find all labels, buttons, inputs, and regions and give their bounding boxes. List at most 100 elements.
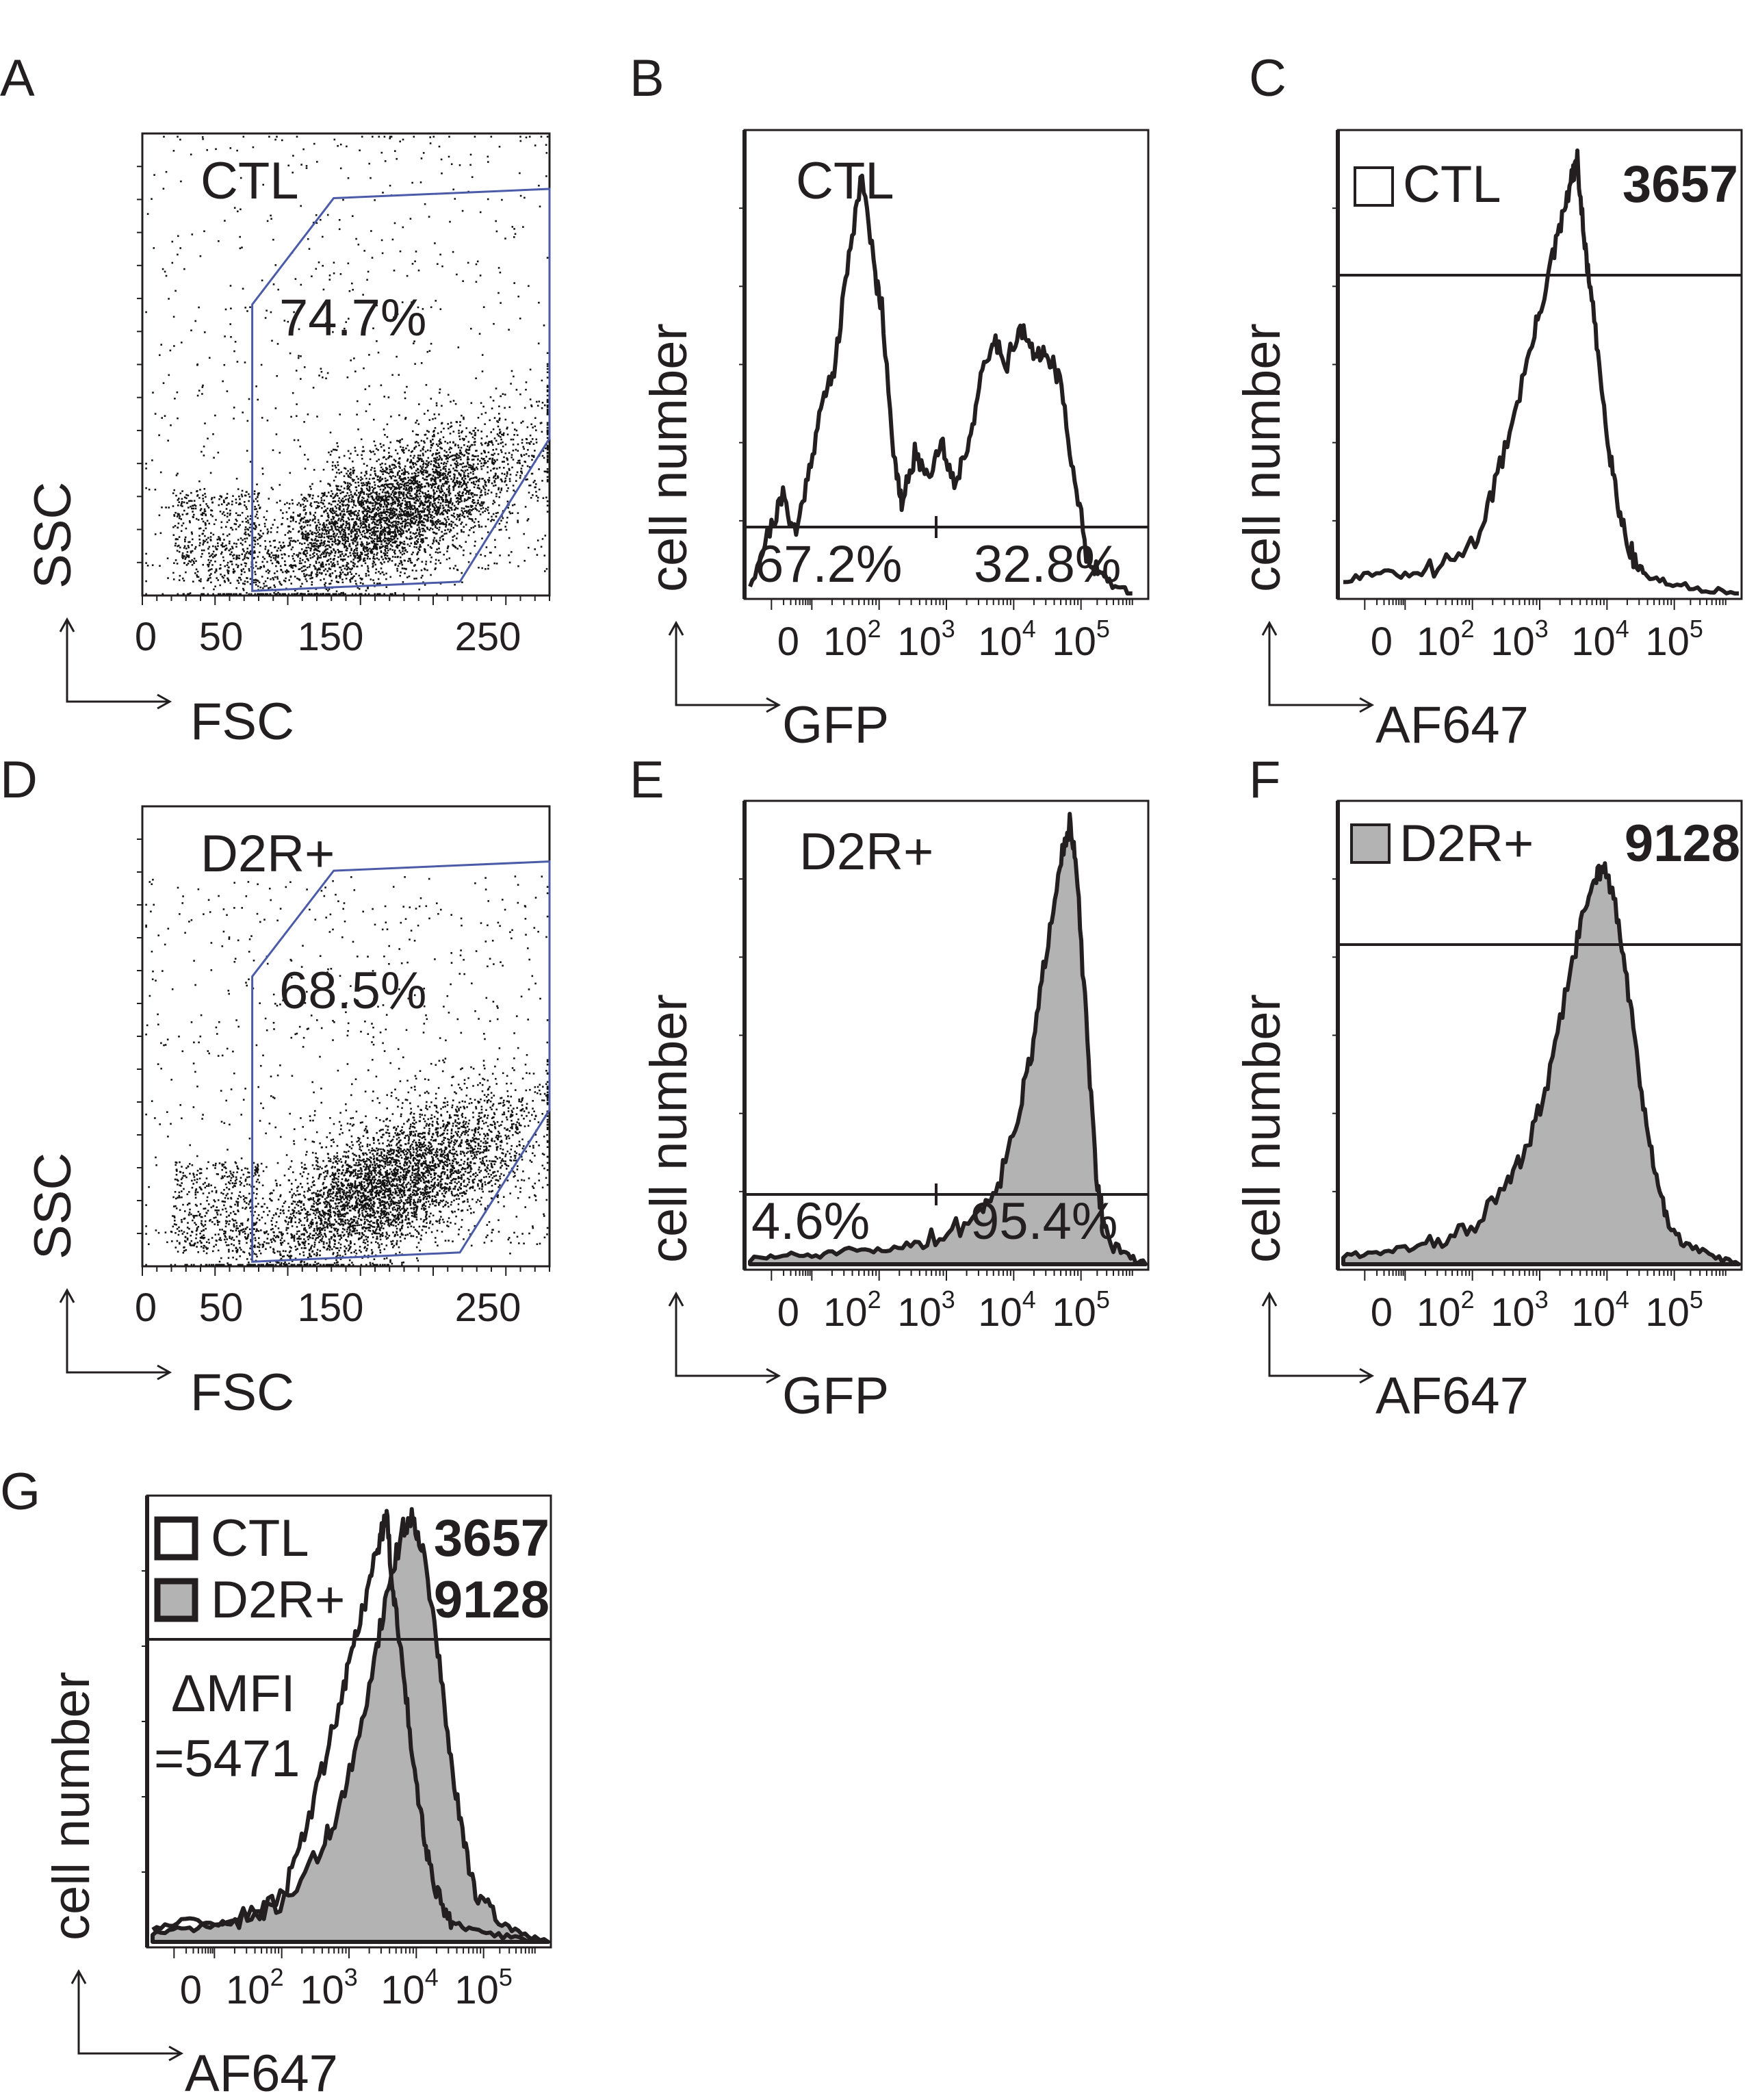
scatter-point [526, 465, 529, 468]
scatter-point [351, 511, 354, 513]
scatter-point [406, 495, 408, 498]
scatter-point [469, 164, 471, 166]
scatter-point [511, 422, 514, 424]
scatter-point [257, 533, 260, 535]
scatter-point [367, 537, 370, 540]
scatter-point [335, 576, 337, 579]
scatter-point [333, 512, 336, 514]
scatter-point [306, 550, 308, 552]
scatter-point [478, 503, 481, 506]
scatter-point [401, 438, 403, 440]
scatter-point [307, 532, 309, 535]
scatter-point [378, 495, 380, 498]
scatter-point [308, 533, 310, 536]
scatter-point [460, 446, 463, 449]
scatter-point [423, 503, 426, 506]
scatter-point [443, 454, 445, 457]
scatter-point [188, 554, 190, 557]
scatter-point [233, 568, 235, 570]
scatter-point [491, 441, 493, 444]
scatter-point [175, 474, 178, 476]
scatter-point [458, 432, 460, 435]
scatter-point [452, 536, 454, 538]
scatter-point [420, 483, 423, 485]
scatter-point [394, 526, 397, 529]
scatter-point [365, 493, 368, 496]
scatter-point [361, 530, 364, 533]
scatter-point [380, 500, 382, 502]
scatter-point [425, 563, 427, 565]
scatter-point [346, 509, 348, 511]
scatter-point [448, 518, 450, 520]
scatter-point [183, 562, 185, 564]
scatter-point [393, 530, 396, 533]
scatter-point [400, 446, 402, 448]
scatter-point [398, 470, 400, 472]
scatter-point [469, 504, 472, 507]
scatter-point [233, 523, 236, 525]
scatter-point [182, 557, 184, 559]
scatter-point [470, 513, 472, 515]
scatter-point [210, 532, 212, 534]
scatter-point [358, 491, 360, 494]
scatter-point [447, 457, 449, 460]
scatter-point [454, 198, 456, 200]
scatter-point [475, 377, 477, 379]
scatter-point [363, 508, 365, 510]
scatter-point [352, 467, 354, 469]
scatter-point [333, 558, 335, 560]
scatter-point [422, 534, 424, 537]
scatter-point [191, 500, 193, 502]
scatter-point [420, 569, 423, 572]
scatter-point [364, 524, 367, 526]
scatter-point [307, 559, 309, 562]
scatter-point [320, 501, 322, 504]
scatter-point [350, 561, 352, 563]
scatter-point [468, 449, 471, 451]
scatter-point [438, 508, 440, 510]
scatter-point [266, 561, 268, 563]
scatter-point [208, 552, 210, 554]
scatter-point [272, 578, 275, 581]
scatter-point [402, 488, 405, 490]
scatter-point [480, 468, 483, 470]
scatter-point [464, 478, 467, 480]
scatter-point [179, 138, 181, 141]
scatter-point [307, 546, 309, 549]
scatter-point [359, 149, 361, 151]
scatter-point [443, 554, 445, 556]
scatter-point [452, 431, 455, 433]
scatter-point [431, 444, 433, 447]
scatter-point [214, 554, 216, 556]
scatter-point [290, 566, 292, 569]
scatter-point [387, 524, 389, 526]
scatter-point [205, 539, 208, 541]
scatter-point [397, 504, 400, 507]
scatter-point [388, 515, 390, 517]
scatter-point [441, 483, 444, 485]
scatter-point [215, 519, 217, 521]
scatter-point [386, 516, 388, 519]
scatter-point [441, 488, 443, 491]
scatter-point [437, 509, 439, 511]
scatter-point [517, 512, 519, 514]
scatter-point [503, 467, 505, 469]
scatter-point [456, 548, 458, 550]
scatter-point [498, 522, 501, 525]
scatter-point [319, 572, 321, 574]
scatter-point [229, 582, 232, 585]
scatter-point [268, 553, 271, 556]
scatter-point [480, 494, 483, 496]
scatter-point [432, 505, 434, 507]
scatter-point [181, 502, 183, 504]
scatter-point [219, 584, 221, 587]
scatter-point [341, 491, 344, 494]
scatter-point [321, 536, 323, 538]
scatter-point [430, 439, 432, 442]
scatter-point [452, 526, 455, 529]
scatter-point [240, 537, 242, 539]
scatter-point [299, 519, 302, 521]
scatter-point [373, 561, 376, 564]
scatter-point [227, 571, 229, 573]
scatter-point [376, 530, 378, 533]
